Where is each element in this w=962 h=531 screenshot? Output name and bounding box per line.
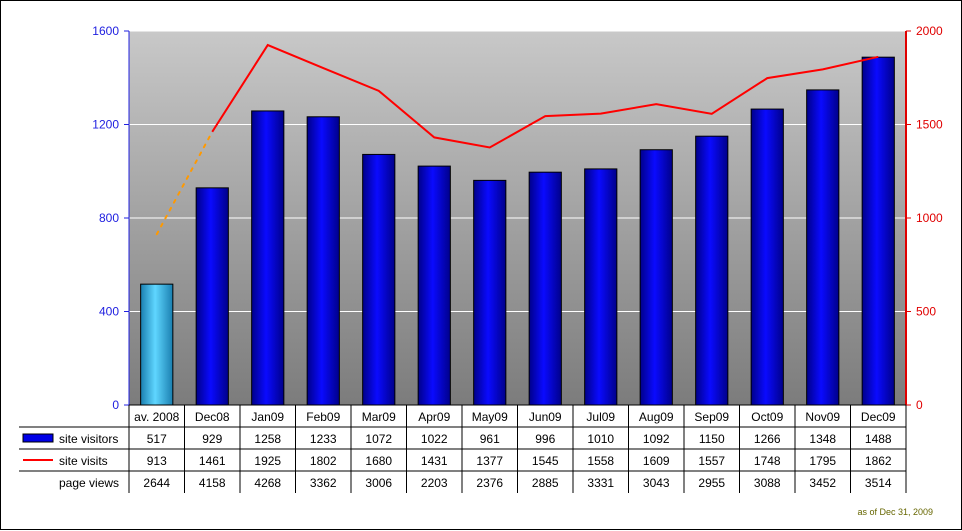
data-label: 1150 (699, 432, 725, 446)
data-label: 1461 (199, 454, 226, 468)
category-label: Dec09 (861, 410, 896, 424)
category-label: May09 (472, 410, 508, 424)
data-label: 1748 (754, 454, 781, 468)
bar (195, 187, 229, 406)
data-label: 913 (147, 454, 167, 468)
data-label: 3043 (643, 476, 670, 490)
data-label: 2376 (476, 476, 503, 490)
data-label: 4268 (254, 476, 281, 490)
bar (473, 179, 507, 406)
bar (639, 149, 673, 406)
line-series-site-visits (211, 43, 879, 149)
data-label: 1092 (643, 432, 670, 446)
data-label: 1795 (809, 454, 836, 468)
category-label: av. 2008 (134, 410, 179, 424)
category-label: Jul09 (586, 410, 615, 424)
data-label: 3088 (754, 476, 781, 490)
y-tick-label-right: 1000 (916, 211, 943, 225)
y-tick-label-right: 2000 (916, 24, 943, 38)
category-label: Aug09 (639, 410, 674, 424)
data-label: 1802 (310, 454, 337, 468)
as-of-note: as of Dec 31, 2009 (857, 507, 933, 517)
y-tick-label-right: 500 (916, 305, 936, 319)
data-label: 1925 (254, 454, 281, 468)
data-label: 1258 (254, 432, 281, 446)
bar (417, 165, 451, 406)
data-label: 1266 (754, 432, 781, 446)
data-label: 4158 (199, 476, 226, 490)
data-label: 1072 (365, 432, 392, 446)
data-label: 1377 (476, 454, 503, 468)
y-tick-label-left: 800 (99, 211, 119, 225)
category-label: Sep09 (694, 410, 729, 424)
data-label: 996 (535, 432, 555, 446)
data-label: 1488 (865, 432, 892, 446)
y-tick-label-left: 1200 (92, 118, 119, 132)
y-tick-label-left: 0 (112, 398, 119, 412)
y-tick-label-right: 1500 (916, 118, 943, 132)
legend-label: page views (59, 476, 119, 490)
category-label: Jan09 (251, 410, 284, 424)
y-tick-label-left: 400 (99, 305, 119, 319)
data-label: 1609 (643, 454, 670, 468)
data-label: 3362 (310, 476, 337, 490)
bar (806, 89, 840, 406)
legend-key-bar (22, 433, 54, 443)
data-label: 2955 (698, 476, 725, 490)
category-label: Nov09 (805, 410, 840, 424)
data-label: 2203 (421, 476, 448, 490)
data-label: 3006 (365, 476, 392, 490)
data-label: 929 (202, 432, 222, 446)
bar (251, 110, 285, 406)
bar (362, 153, 396, 406)
data-label: 1862 (865, 454, 892, 468)
bar (140, 283, 174, 406)
bar (584, 168, 618, 406)
bar (528, 171, 562, 406)
data-label: 2885 (532, 476, 559, 490)
data-label: 1557 (698, 454, 725, 468)
category-label: Mar09 (362, 410, 396, 424)
data-label: 3331 (587, 476, 614, 490)
category-label: Feb09 (306, 410, 340, 424)
bar (750, 108, 784, 406)
data-label: 3452 (809, 476, 836, 490)
data-label: 1431 (421, 454, 448, 468)
data-label: 1010 (587, 432, 614, 446)
data-label: 1022 (421, 432, 448, 446)
y-tick-label-left: 1600 (92, 24, 119, 38)
data-label: 1558 (587, 454, 614, 468)
line-segment-dotted (155, 130, 214, 236)
data-label: 1233 (310, 432, 337, 446)
data-label: 961 (480, 432, 500, 446)
data-label: 2644 (143, 476, 170, 490)
data-label: 517 (147, 432, 167, 446)
data-label: 1680 (365, 454, 392, 468)
category-label: Jun09 (529, 410, 562, 424)
category-label: Dec08 (195, 410, 230, 424)
bar (695, 135, 729, 406)
legend-label: site visitors (59, 432, 118, 446)
data-label: 1545 (532, 454, 559, 468)
bar (861, 56, 895, 406)
category-label: Oct09 (751, 410, 783, 424)
data-label: 3514 (865, 476, 892, 490)
bar (306, 116, 340, 406)
legend-label: site visits (59, 454, 108, 468)
category-label: Apr09 (418, 410, 450, 424)
data-label: 1348 (809, 432, 836, 446)
y-tick-label-right: 0 (916, 398, 923, 412)
